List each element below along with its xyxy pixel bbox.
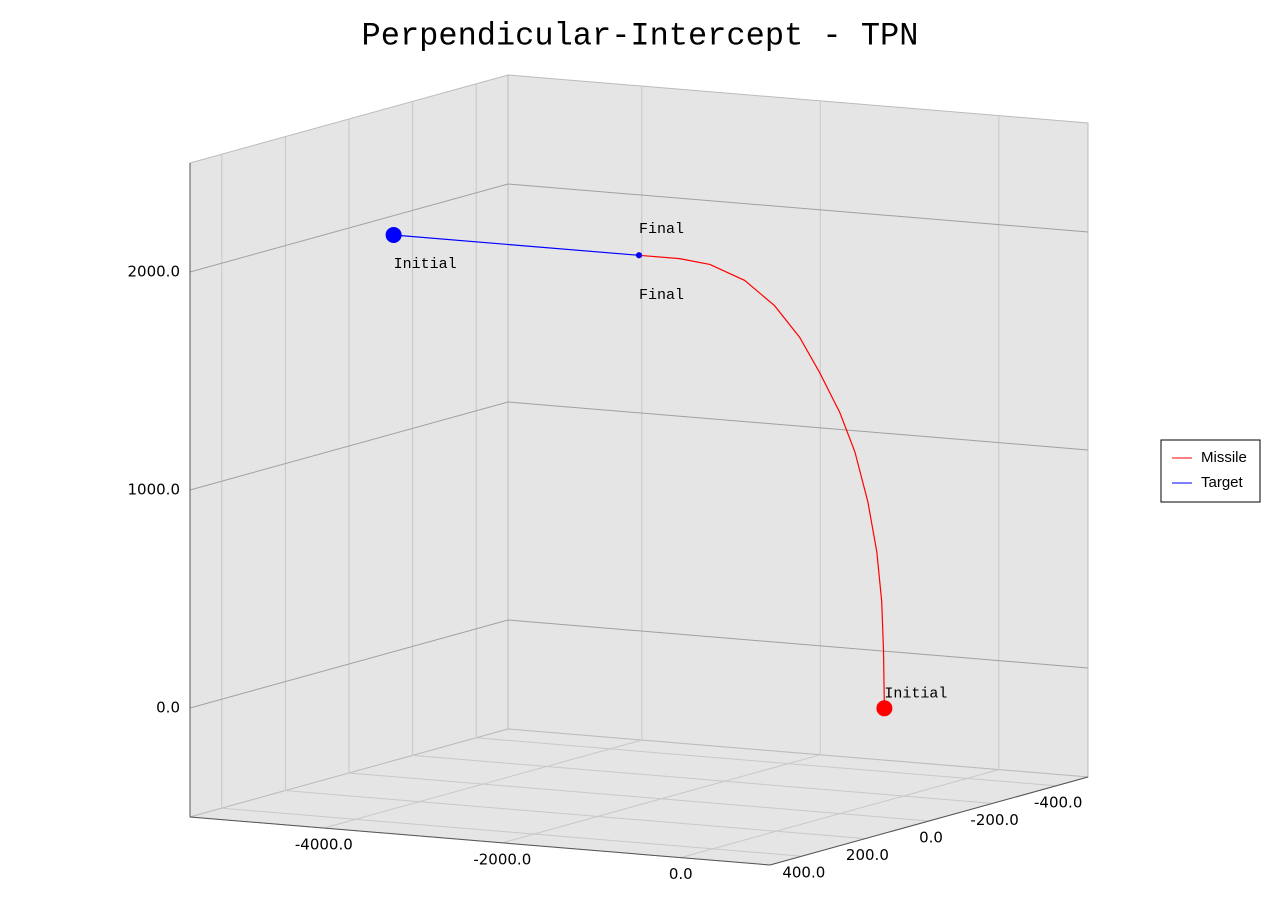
- grid-line: [412, 101, 993, 804]
- x-axis-line: [189, 816, 771, 866]
- legend-label: Target: [1201, 474, 1244, 491]
- grid-line: [189, 619, 1089, 709]
- legend-box: [1160, 439, 1261, 503]
- z-tick-label: 0.0: [156, 699, 180, 717]
- grid-line: [502, 100, 821, 844]
- z-tick-label: 1000.0: [128, 481, 181, 499]
- series-line: [638, 254, 885, 709]
- series-line: [393, 234, 640, 256]
- start-label: Initial: [884, 685, 947, 702]
- x-tick-label: -4000.0: [295, 836, 353, 854]
- legend-label: Missile: [1201, 449, 1247, 466]
- grid-line: [189, 401, 1089, 491]
- grid-line: [189, 183, 1089, 273]
- end-label: Final: [639, 287, 684, 304]
- y-tick-label: 400.0: [782, 864, 825, 882]
- grid-line: [221, 154, 802, 857]
- x-tick-label: -2000.0: [473, 850, 531, 868]
- end-label: Final: [639, 221, 684, 238]
- chart-title: Perpendicular-Intercept - TPN: [362, 17, 919, 54]
- y-tick-label: 200.0: [846, 846, 889, 864]
- z-tick-label: 2000.0: [128, 263, 181, 281]
- grid-line: [475, 83, 1057, 787]
- y-tick-label: -400.0: [1034, 793, 1082, 811]
- grid-line: [284, 136, 866, 840]
- start-marker: [876, 700, 893, 717]
- y-tick-label: 0.0: [919, 829, 943, 847]
- start-marker: [385, 226, 402, 243]
- y-tick-label: -200.0: [970, 811, 1018, 829]
- start-label: Initial: [394, 256, 457, 273]
- y-axis-line: [769, 776, 1089, 866]
- grid-line: [348, 119, 930, 822]
- end-marker: [636, 252, 642, 259]
- grid-line: [680, 115, 1000, 859]
- grid-line: [323, 86, 643, 829]
- x-tick-label: 0.0: [669, 865, 693, 883]
